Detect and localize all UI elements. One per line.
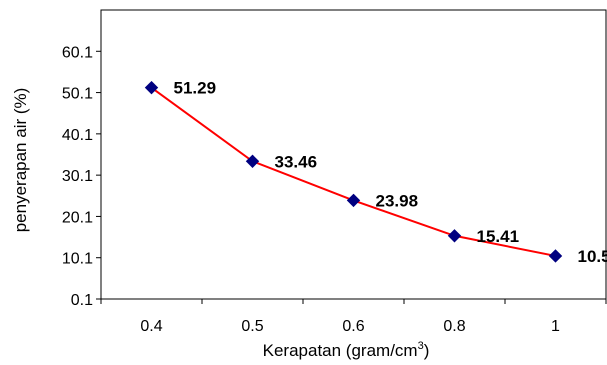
x-tick-label: 0.8 <box>443 318 465 335</box>
data-label: 15.41 <box>477 227 520 246</box>
x-axis-title-superscript: 3 <box>418 340 424 352</box>
x-tick-label: 0.6 <box>342 318 364 335</box>
y-tick-label: 10.1 <box>62 251 93 268</box>
data-point-marker <box>245 154 260 168</box>
y-tick-label: 60.1 <box>62 44 93 61</box>
data-point-marker <box>548 249 563 263</box>
y-tick-label: 30.1 <box>62 168 93 185</box>
data-label: 23.98 <box>376 191 419 210</box>
series-markers <box>144 80 563 263</box>
data-point-marker <box>346 193 361 208</box>
x-tick-label: 0.4 <box>140 318 162 335</box>
data-label: 33.46 <box>275 152 318 171</box>
plot-area <box>100 9 607 300</box>
y-tick-label: 40.1 <box>62 127 93 144</box>
x-tick-label: 0.5 <box>241 318 263 335</box>
data-point-marker <box>144 80 159 95</box>
data-labels: 51.29 33.46 23.98 15.41 10.53 <box>174 79 607 266</box>
y-axis-title: penyerapan air (%) <box>11 88 30 233</box>
y-tick-label: 0.1 <box>71 292 93 309</box>
y-tick-label: 20.1 <box>62 209 93 226</box>
x-axis-title: Kerapatan (gram/cm3) <box>263 340 430 360</box>
y-axis: 0.1 10.1 20.1 30.1 40.1 50.1 60.1 <box>62 44 101 309</box>
data-point-marker <box>447 229 462 243</box>
data-label: 51.29 <box>174 79 217 98</box>
x-tick-label: 1 <box>551 318 560 335</box>
x-axis: 0.4 0.5 0.6 0.8 1 <box>100 299 607 335</box>
data-label: 10.53 <box>578 247 607 266</box>
y-tick-label: 50.1 <box>62 86 93 103</box>
